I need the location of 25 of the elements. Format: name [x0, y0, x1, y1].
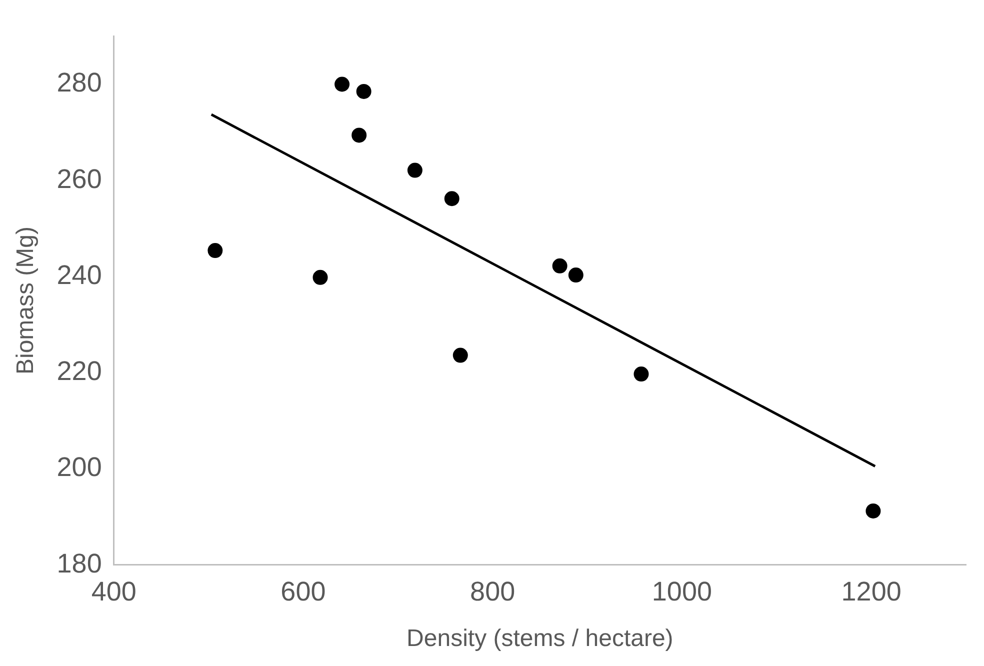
y-tick-label: 180	[56, 548, 102, 578]
point	[352, 128, 367, 143]
point	[312, 270, 328, 285]
point	[407, 162, 422, 178]
x-tick-label: 600	[280, 576, 326, 606]
x-tick-label: 800	[470, 576, 516, 606]
point	[866, 503, 881, 518]
point	[452, 348, 468, 363]
point	[552, 258, 568, 274]
point	[208, 243, 223, 258]
y-axis-title: Biomass (Mg)	[12, 226, 40, 375]
x-tick-label: 1000	[652, 576, 712, 606]
y-tick-label: 240	[56, 260, 102, 290]
x-tick-label: 1200	[841, 576, 902, 606]
point	[634, 366, 649, 382]
x-tick-label: 400	[91, 576, 136, 606]
y-tick-label: 220	[56, 356, 102, 386]
y-tick-label: 280	[56, 68, 102, 98]
point	[444, 191, 460, 206]
y-tick-label: 260	[56, 164, 102, 194]
y-tick-label: 200	[56, 452, 102, 482]
point	[356, 84, 372, 99]
point	[334, 76, 350, 92]
point	[568, 268, 584, 283]
x-axis-title: Density (stems / hectare)	[406, 625, 674, 652]
